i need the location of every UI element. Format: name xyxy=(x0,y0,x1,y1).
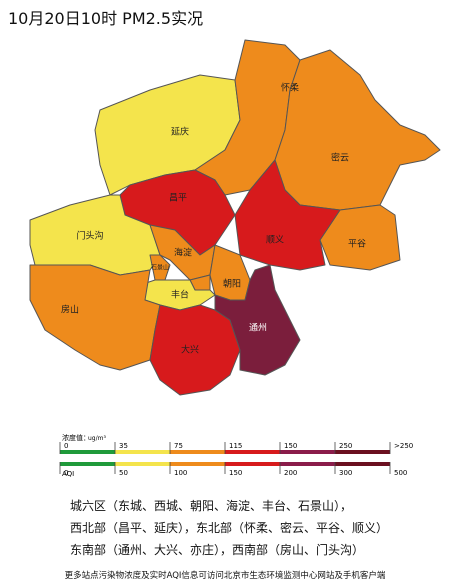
legend-segment xyxy=(115,462,170,466)
legend-label: 浓度值： xyxy=(62,433,90,442)
legend-segment xyxy=(335,462,390,466)
district-label: 大兴 xyxy=(181,344,199,356)
footer: 更多站点污染物浓度及实时AQI信息可访问北京市生态环境监测中心网站及手机客户端 xyxy=(65,570,386,581)
map: 延庆 怀柔 密云 平谷 顺义 昌平 门头沟 海淀 朝阳 石景山 丰台 房山 大兴… xyxy=(29,39,441,396)
legend-segment xyxy=(170,462,225,466)
district-label: 昌平 xyxy=(169,193,187,204)
district-label: 海淀 xyxy=(174,247,192,259)
legend-label: AQI xyxy=(62,470,74,478)
district-label: 通州 xyxy=(249,323,267,334)
legend-segment xyxy=(60,450,115,454)
legend-tick-label: 0 xyxy=(64,469,68,477)
legend-segment xyxy=(60,462,115,466)
legend-tick-label: 150 xyxy=(284,442,297,450)
title: 10月20日10时 PM2.5实况 xyxy=(8,9,203,28)
district-label: 平谷 xyxy=(348,239,366,250)
legend-segment xyxy=(225,462,280,466)
district-label: 顺义 xyxy=(266,235,284,246)
district-label: 朝阳 xyxy=(223,279,241,290)
district-label: 丰台 xyxy=(171,289,189,301)
legend-tick-label: 200 xyxy=(284,469,297,477)
legend-segment xyxy=(170,450,225,454)
district xyxy=(149,304,241,396)
legend-tick-label: 250 xyxy=(339,442,352,450)
note: 东南部（通州、大兴、亦庄），西南部（房山、门头沟） xyxy=(70,542,364,557)
district-label: 密云 xyxy=(331,152,349,164)
district-label: 石景山 xyxy=(151,264,169,272)
legend-segment xyxy=(115,450,170,454)
legend-segment xyxy=(280,462,335,466)
legend-tick-label: 50 xyxy=(119,469,128,477)
note: 城六区（东城、西城、朝阳、海淀、丰台、石景山）， xyxy=(70,498,352,513)
legend-tick-label: >250 xyxy=(394,442,413,450)
legend: 浓度值： ug/m³ AQI 0 35 75 115 150 250 >250 0 50 100 1… xyxy=(59,433,413,478)
legend-tick-label: 75 xyxy=(174,442,183,450)
legend-tick-label: 35 xyxy=(119,442,128,450)
district-label: 怀柔 xyxy=(281,82,299,94)
district-label: 门头沟 xyxy=(76,230,103,242)
district xyxy=(319,204,401,271)
legend-tick-label: 0 xyxy=(64,442,68,450)
district xyxy=(149,254,171,281)
legend-unit: ug/m³ xyxy=(88,435,106,442)
legend-tick-label: 115 xyxy=(229,442,242,450)
legend-tick-label: 500 xyxy=(394,469,407,477)
legend-tick-label: 100 xyxy=(174,469,187,477)
legend-tick-label: 150 xyxy=(229,469,242,477)
legend-segment xyxy=(225,450,280,454)
district xyxy=(29,264,161,371)
legend-segment xyxy=(335,450,390,454)
district-label: 房山 xyxy=(61,304,79,316)
note: 西北部（昌平、延庆），东北部（怀柔、密云、平谷、顺义） xyxy=(70,520,388,535)
legend-segment xyxy=(280,450,335,454)
district xyxy=(274,49,441,211)
legend-tick-label: 300 xyxy=(339,469,352,477)
district xyxy=(214,264,301,376)
district xyxy=(234,159,341,271)
district-label: 延庆 xyxy=(171,126,189,138)
